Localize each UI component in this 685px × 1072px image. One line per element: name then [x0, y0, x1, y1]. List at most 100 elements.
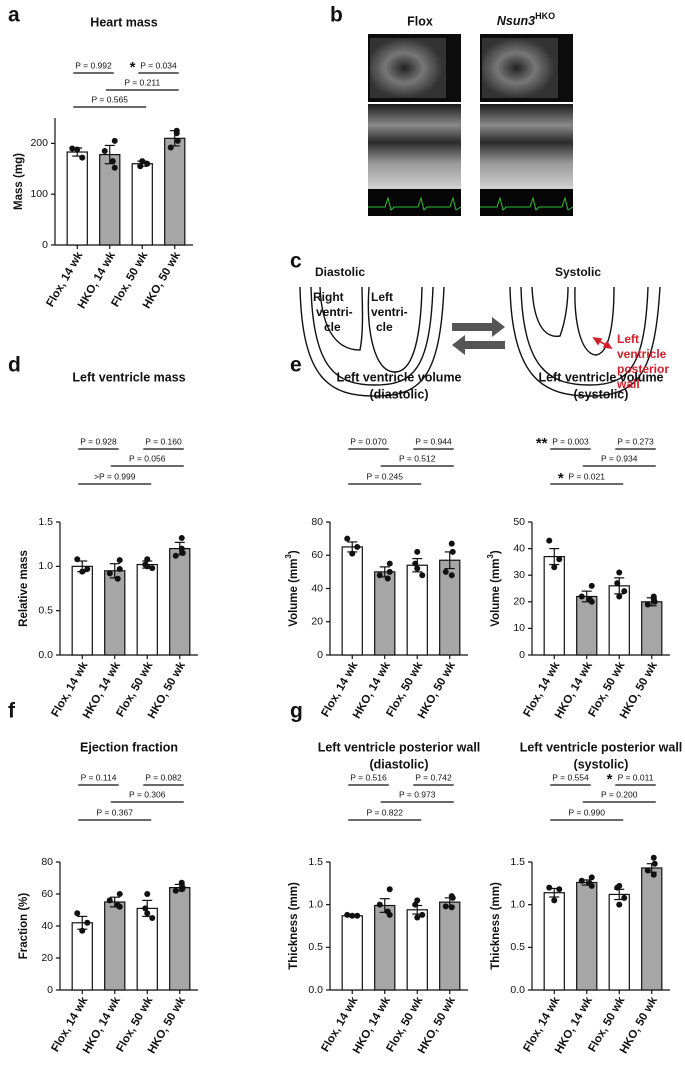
data-point	[551, 897, 558, 904]
data-point	[376, 572, 383, 579]
p-value: >P = 0.999	[94, 471, 136, 481]
diagram-label: wall	[616, 377, 640, 391]
y-tick-label: 10	[513, 622, 525, 634]
y-tick-label: 0.0	[308, 984, 323, 996]
panel-letter: g	[290, 700, 303, 723]
diagram-label: cle	[324, 320, 341, 334]
data-point	[412, 560, 419, 567]
bar	[374, 571, 396, 656]
y-tick-label: 1.5	[38, 516, 53, 528]
data-point	[116, 903, 123, 910]
p-value: P = 0.245	[367, 471, 404, 481]
data-point	[442, 568, 449, 575]
significance-star: *	[130, 59, 136, 76]
data-point	[178, 879, 185, 886]
panel-letter: f	[8, 700, 16, 723]
wall-arrow	[592, 336, 613, 350]
bar	[406, 909, 428, 991]
data-point	[354, 543, 361, 550]
diagram-label: ventri-	[371, 305, 408, 319]
p-value: P = 0.160	[145, 436, 182, 446]
p-value: P = 0.306	[129, 789, 166, 799]
chart-title: Heart mass	[90, 15, 157, 29]
data-point	[414, 565, 421, 572]
data-point	[644, 867, 651, 874]
p-value: P = 0.554	[552, 772, 589, 782]
bar	[71, 565, 93, 656]
data-point	[588, 598, 595, 605]
y-tick-label: 20	[311, 616, 323, 628]
data-point	[442, 903, 449, 910]
bar	[576, 595, 598, 656]
data-point	[144, 563, 151, 570]
p-value: P = 0.034	[140, 60, 177, 70]
data-point	[144, 891, 151, 897]
y-tick-label: 1.5	[510, 856, 525, 868]
y-axis-label: Thickness (mm)	[490, 882, 502, 970]
data-point	[137, 163, 144, 170]
data-point	[556, 886, 563, 893]
p-value: P = 0.070	[350, 436, 387, 446]
y-tick-label: 1.5	[308, 856, 323, 868]
data-point	[74, 146, 81, 153]
data-point	[344, 911, 351, 918]
bar	[136, 907, 158, 991]
data-point	[178, 886, 185, 893]
data-point	[546, 537, 553, 544]
gene-sup: HKO	[535, 11, 555, 21]
panel-letter: e	[290, 354, 302, 377]
data-point	[167, 144, 174, 151]
data-point	[172, 552, 179, 559]
bar	[576, 881, 598, 991]
bar	[543, 892, 565, 991]
diagram-label: posterior	[617, 362, 669, 376]
data-point	[616, 593, 623, 600]
data-point	[616, 569, 623, 576]
data-point	[621, 894, 628, 901]
y-axis-label: Volume (mm3)	[486, 550, 502, 627]
chart-title: (systolic)	[574, 757, 629, 771]
p-value: P = 0.934	[601, 453, 638, 463]
diagram-label: ventricle	[617, 347, 667, 361]
bar	[169, 886, 191, 991]
data-point	[386, 560, 393, 567]
data-point	[79, 154, 86, 161]
data-point	[614, 884, 621, 891]
data-point	[344, 535, 351, 542]
label-part: Volume (mm	[288, 559, 300, 627]
echo-label: Flox	[407, 14, 433, 28]
data-point	[448, 904, 455, 911]
data-point	[551, 564, 558, 571]
data-point	[354, 912, 361, 919]
chart-title: Left ventricle volume	[538, 370, 663, 384]
y-tick-label: 60	[311, 549, 323, 561]
data-point	[376, 901, 383, 908]
bar	[374, 904, 396, 991]
y-tick-label: 0.5	[308, 941, 323, 953]
label-part: )	[288, 550, 300, 554]
data-point	[578, 877, 585, 884]
significance-star: *	[607, 771, 613, 788]
bar	[136, 563, 158, 656]
data-point	[384, 575, 391, 582]
data-point	[149, 565, 156, 572]
bar	[608, 893, 630, 991]
bar	[169, 547, 191, 656]
y-tick-label: 80	[311, 516, 323, 528]
p-value: P = 0.992	[75, 60, 112, 70]
data-point	[84, 565, 91, 572]
data-point	[419, 911, 426, 918]
label-sup: 3	[284, 554, 293, 559]
data-point	[650, 854, 657, 861]
data-point	[116, 565, 123, 572]
y-tick-label: 1.0	[308, 898, 323, 910]
echo-label: Nsun3HKO	[497, 11, 555, 28]
diagram-label: Systolic	[555, 265, 601, 279]
y-tick-label: 40	[41, 920, 53, 932]
chart-title: (diastolic)	[369, 387, 428, 401]
arrows	[452, 317, 505, 355]
data-point	[79, 568, 86, 575]
p-value: P = 0.114	[81, 772, 117, 782]
data-point	[74, 910, 81, 917]
